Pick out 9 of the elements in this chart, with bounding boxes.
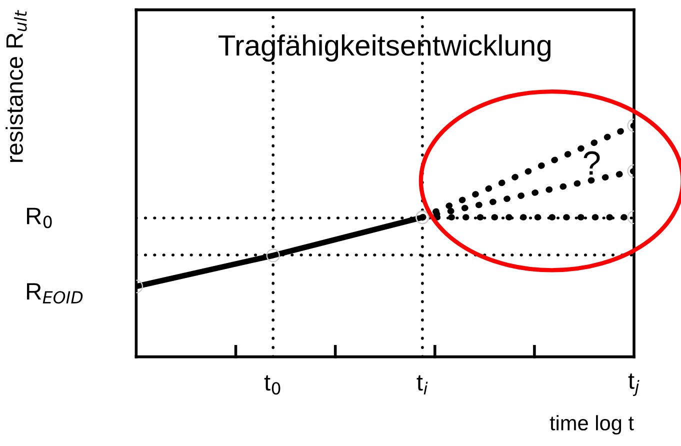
x-tick-label: t$_{0}$	[264, 375, 280, 395]
x-tick-label: t$_{j}$	[628, 373, 640, 396]
x-tick-label: t$_{i}$	[416, 375, 428, 394]
ref-line-label: R$_{0}$	[27, 208, 52, 228]
y-axis-title: resistance R$_{ult}$	[6, 10, 27, 162]
chart-title: Tragfähigkeitsentwicklung	[218, 34, 550, 62]
text: R$_{EOID}$	[27, 283, 83, 304]
x-axis-title: time log t	[550, 415, 634, 435]
annotation: ?	[584, 151, 600, 175]
